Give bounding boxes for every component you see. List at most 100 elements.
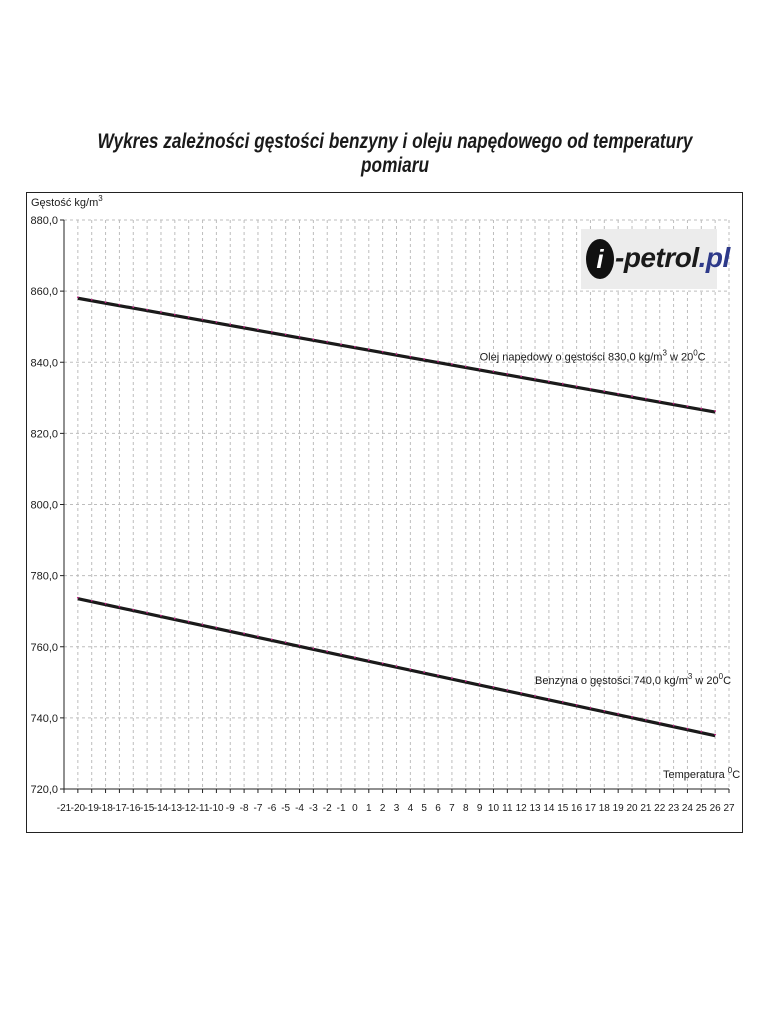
series-point <box>575 385 578 388</box>
series-point <box>257 635 259 638</box>
series-point <box>437 360 439 363</box>
series-point <box>146 611 149 614</box>
series-point <box>215 321 218 323</box>
x-tick-label: -10 <box>209 803 224 814</box>
series-point <box>534 377 536 380</box>
series-point <box>367 659 370 662</box>
series-point <box>520 692 523 694</box>
series-point <box>284 641 287 644</box>
series-point <box>534 695 536 697</box>
series-point <box>132 608 135 611</box>
x-tick-label: 13 <box>529 803 541 814</box>
series-point <box>437 674 439 677</box>
series-point <box>270 638 273 641</box>
series-point <box>243 632 246 635</box>
series-point <box>76 596 79 599</box>
x-tick-label: -21 <box>57 803 72 814</box>
x-tick-label: -11 <box>196 803 210 814</box>
series-point <box>160 311 162 313</box>
series-point <box>700 407 703 410</box>
x-tick-label: 17 <box>585 803 597 814</box>
y-tick-label: 720,0 <box>30 784 58 796</box>
x-tick-label: 5 <box>421 803 427 814</box>
x-tick-label: 27 <box>723 803 735 814</box>
series-point <box>561 382 564 385</box>
series-point <box>478 683 481 685</box>
series-point <box>658 721 661 724</box>
series-point <box>423 671 426 674</box>
y-tick-label: 740,0 <box>30 713 58 725</box>
series-point <box>603 390 606 393</box>
series-label-benzyna: Benzyna o gęstości 740,0 kg/m3 w 200C <box>535 672 731 687</box>
series-point <box>90 298 93 301</box>
series-point <box>547 380 550 383</box>
x-tick-label: -19 <box>84 803 99 814</box>
series-point <box>367 348 370 351</box>
series-point <box>340 653 342 656</box>
x-tick-label: 16 <box>571 803 583 814</box>
series-point <box>326 650 329 653</box>
x-tick-label: 6 <box>435 803 441 814</box>
series-point <box>381 350 384 353</box>
series-point <box>76 296 79 299</box>
x-tick-label: -14 <box>154 803 169 814</box>
series-point <box>243 326 246 328</box>
series-point <box>395 353 398 356</box>
x-tick-label: -7 <box>254 803 263 814</box>
series-point <box>173 617 176 620</box>
series-point <box>686 405 689 407</box>
x-tick-label: 0 <box>352 803 358 814</box>
series-point <box>617 392 620 395</box>
series-point <box>603 709 606 712</box>
series-point <box>340 343 342 346</box>
series-point <box>547 698 550 700</box>
series-point <box>104 602 107 605</box>
series-point <box>118 303 121 306</box>
y-tick-label: 860,0 <box>30 286 58 298</box>
x-tick-label: 22 <box>654 803 666 814</box>
series-point <box>575 703 578 706</box>
series-point <box>118 605 121 608</box>
x-tick-label: 19 <box>613 803 625 814</box>
x-tick-label: 21 <box>640 803 652 814</box>
series-point <box>354 345 356 348</box>
series-point <box>644 397 647 400</box>
logo-wordmark: -petrol.pl <box>615 242 730 273</box>
x-tick-label: 10 <box>488 803 500 814</box>
x-tick-label: 3 <box>394 803 400 814</box>
series-point <box>644 718 647 721</box>
x-tick-label: 11 <box>502 803 513 814</box>
x-tick-label: 26 <box>710 803 722 814</box>
x-tick-label: 1 <box>366 803 372 814</box>
x-tick-label: -16 <box>126 803 141 814</box>
series-point <box>409 355 412 358</box>
series-point <box>173 313 176 316</box>
y-tick-label: 760,0 <box>30 642 58 654</box>
series-point <box>146 308 149 311</box>
series-point <box>686 727 689 730</box>
series-point <box>298 335 301 338</box>
x-tick-label: 24 <box>682 803 694 814</box>
series-point <box>381 662 384 665</box>
series-point <box>478 368 481 370</box>
x-axis-title: Temperatura 0C <box>663 766 740 781</box>
logo-mark-icon: i <box>586 239 614 279</box>
y-tick-label: 820,0 <box>30 428 58 440</box>
x-tick-label: 23 <box>668 803 680 814</box>
y-tick-label: 880,0 <box>30 215 58 227</box>
x-tick-label: -2 <box>323 803 332 814</box>
y-tick-label: 840,0 <box>30 357 58 369</box>
series-label-olej: Olej napędowy o gęstości 830,0 kg/m3 w 2… <box>480 348 706 363</box>
series-point <box>631 715 633 718</box>
x-tick-label: 14 <box>543 803 555 814</box>
x-tick-label: -13 <box>168 803 183 814</box>
series-point <box>215 626 218 629</box>
series-point <box>561 701 564 703</box>
series-point <box>451 363 453 365</box>
series-point <box>187 620 190 623</box>
x-tick-label: -5 <box>281 803 290 814</box>
series-point <box>423 358 426 360</box>
axes <box>63 220 729 790</box>
series-point <box>672 724 675 727</box>
